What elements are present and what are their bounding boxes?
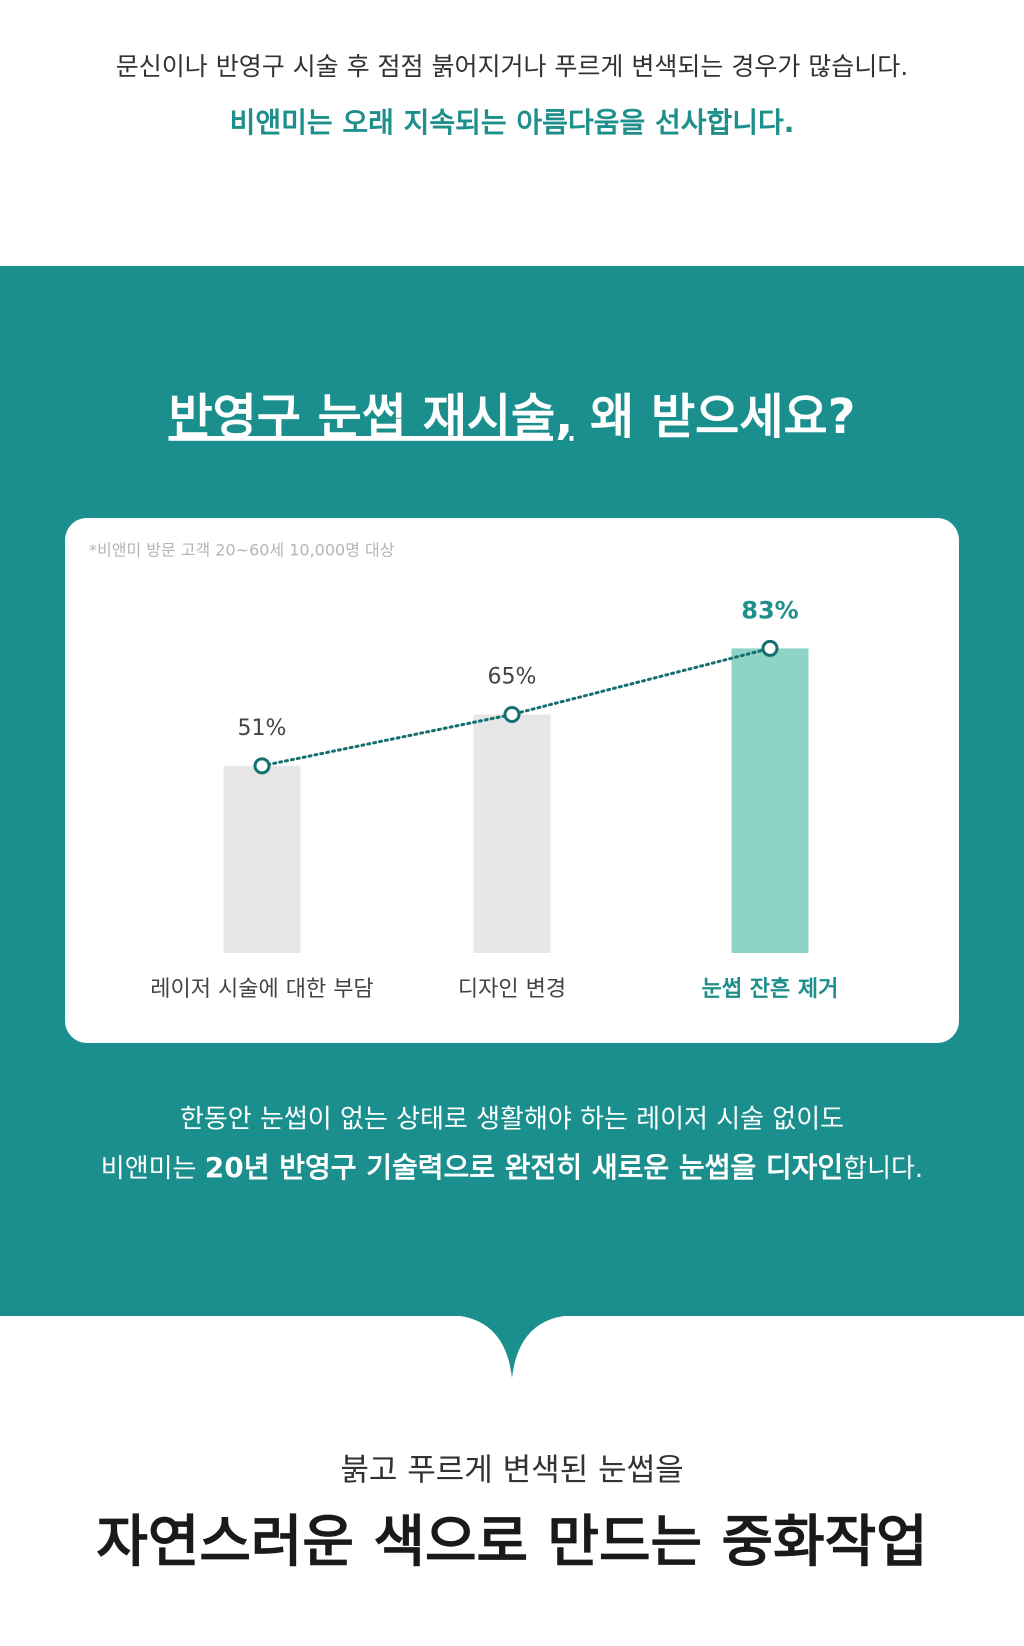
intro-highlight: 비앤미는 오래 지속되는 아름다움을 선사합니다. <box>230 106 795 139</box>
chart: 51% 레이저 시술에 대한 부담 65% 디자인 변경 83% 눈썹 잔흔 제거 <box>150 596 838 1002</box>
trend-point <box>761 639 779 657</box>
closing-text: 비앤미는 <box>101 1154 205 1184</box>
footer-subtitle: 붉고 푸르게 변색된 눈썹을 <box>340 1453 683 1489</box>
footer-title: 자연스러운 색으로 만드는 중화작업 <box>96 1510 927 1575</box>
bar <box>223 765 301 953</box>
chart-note: *비앤미 방문 고객 20~60세 10,000명 대상 <box>89 541 395 560</box>
closing-text: 합니다. <box>843 1154 923 1184</box>
bar <box>473 714 551 953</box>
section-heading: 반영구 눈썹 재시술, 왜 받으세요? <box>168 389 855 445</box>
bar <box>731 648 809 953</box>
heading-underlined: 반영구 눈썹 재시술, <box>168 389 573 445</box>
value-label: 65% <box>488 664 537 689</box>
value-label: 83% <box>741 596 798 624</box>
category-label: 레이저 시술에 대한 부담 <box>150 977 373 1002</box>
section-tail <box>448 1315 576 1378</box>
trend-point <box>503 705 521 723</box>
closing-bold: 20년 반영구 기술력으로 완전히 새로운 눈썹을 디자인 <box>205 1151 843 1184</box>
trend-point <box>253 757 271 775</box>
value-label: 51% <box>238 716 287 741</box>
closing-line: 한동안 눈썹이 없는 상태로 생활해야 하는 레이저 시술 없이도 <box>180 1105 844 1135</box>
category-label: 디자인 변경 <box>458 977 566 1002</box>
intro-line: 문신이나 반영구 시술 후 점점 붉어지거나 푸르게 변색되는 경우가 많습니다… <box>116 52 908 81</box>
closing-line: 비앤미는 20년 반영구 기술력으로 완전히 새로운 눈썹을 디자인합니다. <box>101 1151 923 1184</box>
heading-rest: 왜 받으세요? <box>573 389 855 445</box>
category-label: 눈썹 잔흔 제거 <box>702 977 839 1002</box>
